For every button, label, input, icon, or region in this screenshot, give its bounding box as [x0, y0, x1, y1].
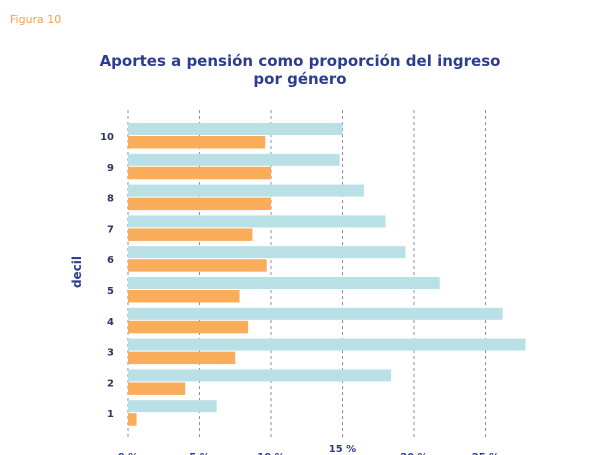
- bar-series-2: [128, 413, 137, 426]
- y-tick-label: 10: [100, 132, 114, 143]
- bar-series-2: [128, 259, 267, 272]
- y-tick-label: 4: [107, 317, 114, 328]
- y-axis-label: decil: [70, 256, 84, 288]
- x-tick-label: 15 %: [329, 444, 356, 455]
- bar-series-2: [128, 351, 236, 365]
- bar-series-2: [128, 166, 271, 180]
- bar-series-1: [128, 307, 503, 320]
- bar-series-2: [128, 382, 186, 395]
- bar-series-1: [128, 215, 386, 228]
- chart-title: Aportes a pensión como proporción del in…: [0, 52, 600, 88]
- bar-series-1: [128, 338, 526, 351]
- bar-series-1: [128, 369, 392, 382]
- chart-title-line-1: Aportes a pensión como proporción del in…: [99, 52, 501, 70]
- bar-series-2: [128, 228, 253, 241]
- bar-series-1: [128, 246, 406, 259]
- x-tick-label: 10 %: [257, 452, 284, 455]
- bar-series-1: [128, 184, 364, 197]
- y-tick-label: 6: [107, 255, 114, 266]
- x-tick-label: 25 %: [472, 452, 499, 455]
- y-tick-label: 1: [107, 409, 114, 420]
- bar-series-2: [128, 320, 249, 334]
- y-tick-label: 7: [107, 224, 114, 235]
- x-tick-label: 5 %: [189, 452, 209, 455]
- y-tick-label: 8: [107, 194, 114, 205]
- chart-title-line-2: por género: [253, 70, 347, 88]
- bar-series-1: [128, 123, 343, 135]
- bar-series-1: [128, 277, 440, 289]
- y-tick-label: 2: [107, 378, 114, 389]
- bar-series-1: [128, 400, 217, 413]
- x-tick-label: 20 %: [400, 452, 427, 455]
- figure-label: Figura 10: [10, 13, 62, 26]
- y-tick-label: 3: [107, 348, 114, 359]
- bar-series-2: [128, 197, 271, 211]
- x-tick-label: 0 %: [118, 452, 138, 455]
- y-tick-label: 9: [107, 163, 114, 174]
- y-tick-label: 5: [107, 286, 114, 297]
- bar-series-2: [128, 136, 266, 149]
- bar-series-1: [128, 153, 340, 166]
- bar-series-2: [128, 290, 240, 303]
